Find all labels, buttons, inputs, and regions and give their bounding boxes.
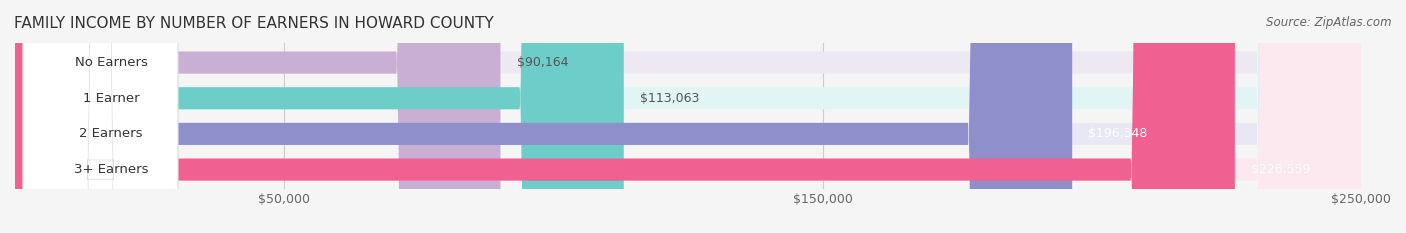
- FancyBboxPatch shape: [15, 0, 1361, 233]
- FancyBboxPatch shape: [22, 0, 179, 233]
- FancyBboxPatch shape: [15, 0, 1361, 233]
- Text: $113,063: $113,063: [640, 92, 699, 105]
- FancyBboxPatch shape: [15, 0, 501, 233]
- FancyBboxPatch shape: [15, 0, 624, 233]
- Text: Source: ZipAtlas.com: Source: ZipAtlas.com: [1267, 16, 1392, 29]
- FancyBboxPatch shape: [22, 0, 179, 233]
- Text: FAMILY INCOME BY NUMBER OF EARNERS IN HOWARD COUNTY: FAMILY INCOME BY NUMBER OF EARNERS IN HO…: [14, 16, 494, 31]
- Text: No Earners: No Earners: [75, 56, 148, 69]
- FancyBboxPatch shape: [15, 0, 1073, 233]
- FancyBboxPatch shape: [22, 0, 179, 233]
- FancyBboxPatch shape: [15, 0, 1361, 233]
- FancyBboxPatch shape: [22, 0, 179, 233]
- Text: 1 Earner: 1 Earner: [83, 92, 139, 105]
- Text: $90,164: $90,164: [516, 56, 568, 69]
- Text: 2 Earners: 2 Earners: [80, 127, 143, 140]
- Text: $226,559: $226,559: [1251, 163, 1310, 176]
- Text: 3+ Earners: 3+ Earners: [75, 163, 149, 176]
- Text: $196,348: $196,348: [1088, 127, 1147, 140]
- FancyBboxPatch shape: [15, 0, 1234, 233]
- FancyBboxPatch shape: [15, 0, 1361, 233]
